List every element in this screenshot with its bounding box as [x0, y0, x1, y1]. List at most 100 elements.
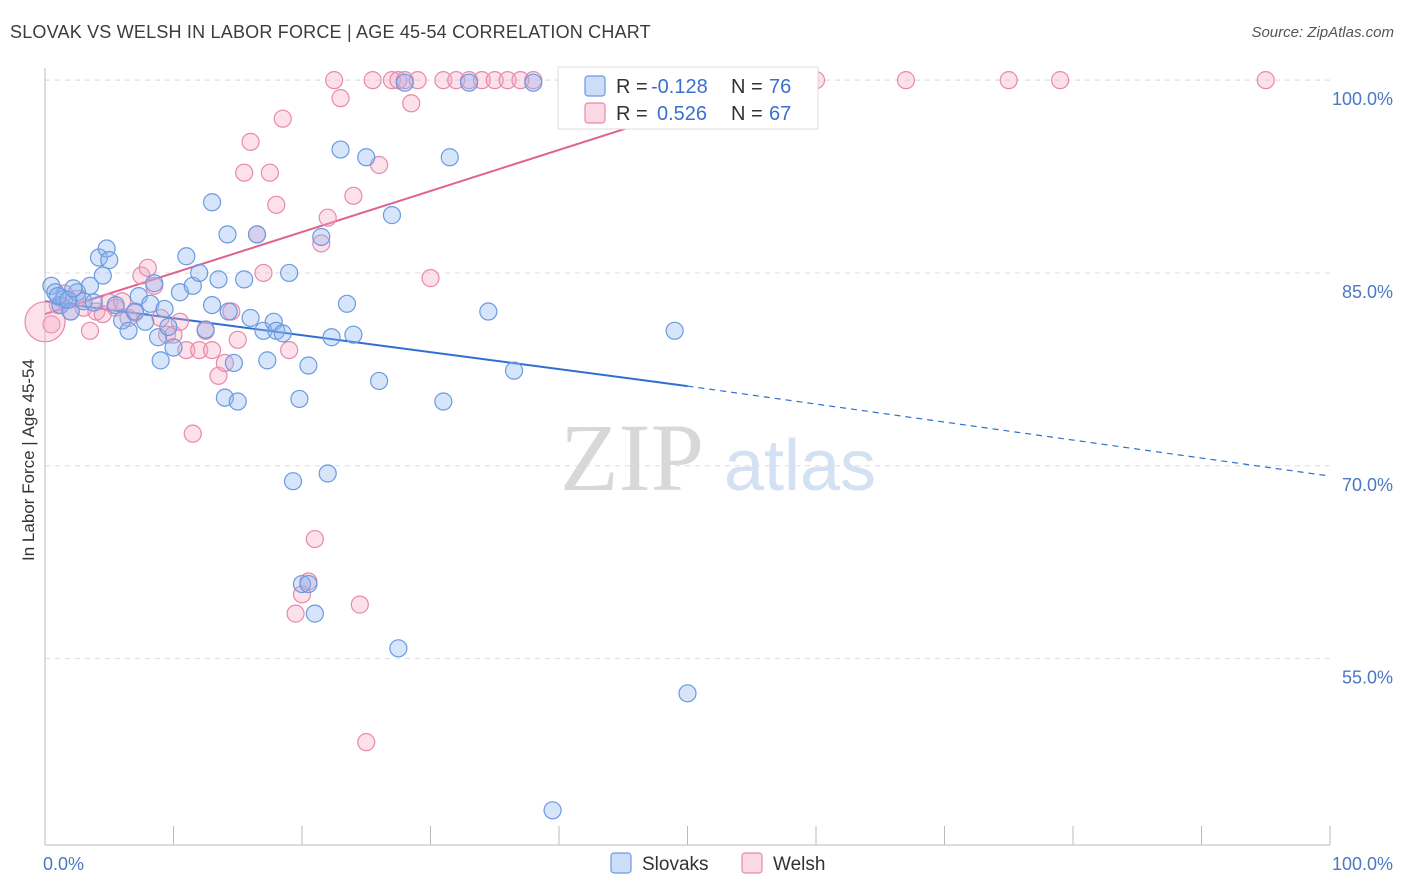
point-welsh	[260, 163, 279, 182]
point-slovaks	[190, 263, 209, 283]
point-slovaks	[290, 389, 309, 409]
point-welsh	[241, 132, 260, 151]
point-slovaks	[337, 294, 357, 313]
point-slovaks	[254, 321, 273, 340]
point-slovaks	[247, 225, 267, 244]
point-slovaks	[209, 270, 228, 289]
point-welsh	[267, 195, 286, 214]
point-slovaks	[382, 206, 402, 225]
point-welsh	[344, 186, 363, 205]
point-welsh	[999, 71, 1018, 90]
point-slovaks	[543, 801, 562, 820]
point-slovaks	[159, 317, 178, 337]
point-slovaks	[202, 193, 222, 212]
point-slovaks	[440, 148, 459, 167]
point-slovaks	[228, 392, 247, 411]
point-slovaks	[64, 279, 83, 298]
point-slovaks	[283, 472, 303, 491]
point-slovaks	[504, 361, 524, 380]
point-welsh	[350, 595, 369, 614]
point-slovaks	[241, 308, 260, 328]
legend-swatch-welsh	[584, 102, 606, 124]
point-welsh	[202, 340, 222, 360]
point-slovaks	[48, 286, 67, 306]
point-slovaks	[224, 353, 243, 373]
point-welsh	[318, 208, 337, 227]
point-welsh	[331, 89, 350, 108]
point-welsh	[1051, 71, 1070, 90]
point-slovaks	[524, 73, 543, 92]
legend-r-label-slovaks: R =	[616, 76, 648, 98]
x-tick-label-min: 0.0%	[43, 854, 84, 874]
point-welsh	[434, 71, 453, 90]
point-slovaks	[305, 604, 324, 623]
point-slovaks	[459, 73, 479, 92]
point-welsh	[190, 340, 209, 360]
point-slovaks	[141, 294, 160, 313]
legend-n-welsh: 67	[769, 103, 791, 125]
point-welsh	[485, 71, 504, 90]
point-slovaks	[218, 225, 237, 244]
point-slovaks	[136, 312, 155, 331]
point-slovaks	[202, 295, 222, 315]
legend-n-label-welsh: N =	[731, 103, 763, 125]
point-slovaks	[299, 356, 318, 375]
y-tick-label: 100.0%	[1332, 89, 1393, 109]
point-slovaks	[331, 140, 350, 159]
point-slovaks	[312, 227, 331, 247]
x-tick-label-max: 100.0%	[1332, 854, 1393, 874]
point-slovaks	[389, 639, 408, 658]
point-welsh	[402, 94, 421, 113]
legend-n-label-slovaks: N =	[731, 76, 763, 98]
series-legend: Slovaks Welsh	[610, 852, 825, 875]
legend-r-label-welsh: R =	[616, 103, 648, 125]
point-welsh	[138, 258, 157, 277]
point-welsh	[254, 263, 273, 283]
point-welsh	[228, 330, 247, 349]
point-slovaks	[84, 293, 103, 312]
point-slovaks	[344, 325, 363, 344]
point-slovaks	[292, 574, 312, 594]
trend-line-slovaks-extrapolated	[687, 385, 1331, 477]
source-label: Source: ZipAtlas.com	[1251, 24, 1394, 41]
legend-r-welsh: 0.526	[657, 103, 707, 125]
point-slovaks	[59, 290, 78, 310]
y-tick-label: 85.0%	[1342, 282, 1393, 302]
point-welsh	[280, 340, 299, 360]
point-slovaks	[273, 324, 292, 343]
point-slovaks	[155, 299, 174, 319]
point-slovaks	[678, 684, 697, 703]
watermark-atlas: atlas	[724, 426, 876, 506]
point-slovaks	[479, 302, 498, 321]
point-slovaks	[370, 371, 389, 391]
point-slovaks	[112, 311, 132, 330]
point-slovaks	[219, 302, 238, 321]
point-welsh	[896, 71, 916, 90]
point-welsh	[286, 604, 305, 623]
point-slovaks	[318, 464, 337, 483]
point-slovaks	[177, 247, 196, 266]
bottom-legend-welsh: Welsh	[773, 854, 825, 875]
legend-n-slovaks: 76	[769, 76, 791, 98]
point-slovaks	[164, 338, 183, 357]
point-slovaks	[395, 73, 414, 92]
point-welsh	[357, 733, 376, 752]
stats-legend: R = -0.128 N = 76 R = 0.526 N = 67	[557, 66, 819, 130]
point-welsh	[325, 71, 344, 90]
point-slovaks	[357, 148, 376, 167]
points-slovaks	[42, 73, 697, 820]
point-welsh	[312, 234, 331, 253]
point-welsh	[273, 109, 292, 128]
point-welsh	[363, 71, 382, 90]
point-welsh	[235, 163, 254, 182]
point-slovaks	[322, 328, 341, 347]
point-slovaks	[145, 274, 164, 293]
legend-r-slovaks: -0.128	[651, 76, 708, 98]
point-welsh	[1256, 71, 1275, 90]
point-slovaks	[97, 239, 116, 258]
bottom-legend-slovaks: Slovaks	[642, 854, 709, 875]
point-slovaks	[100, 251, 119, 270]
point-welsh	[305, 529, 324, 549]
point-welsh	[421, 269, 440, 288]
